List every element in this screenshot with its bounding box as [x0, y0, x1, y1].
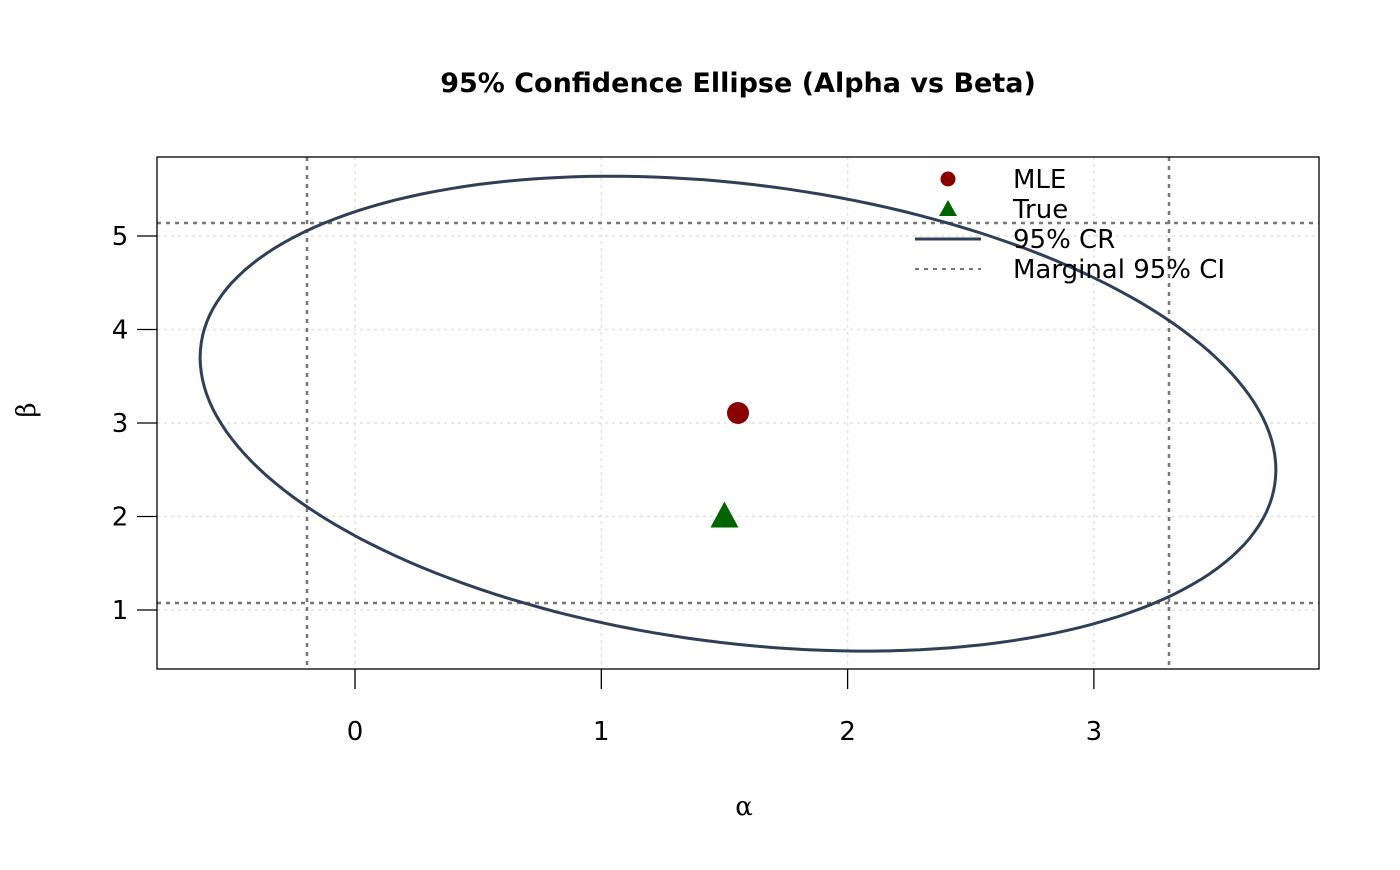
y-axis-label: β [12, 402, 42, 417]
point-mle [727, 402, 749, 424]
legend-mle-marker [940, 171, 956, 187]
legend-label-mle: MLE [1013, 165, 1066, 195]
marginal-ci-lines [157, 157, 1319, 669]
y-tick-label: 2 [112, 503, 129, 533]
point-true [710, 501, 739, 528]
y-tick-label: 3 [112, 409, 129, 439]
axes: 0 1 2 3 1 2 3 4 5 [112, 222, 1102, 747]
x-tick-label: 0 [347, 717, 364, 747]
legend: MLE True 95% CR Marginal 95% CI [915, 165, 1225, 285]
x-tick-label: 3 [1086, 717, 1103, 747]
plot-frame [156, 156, 1320, 670]
legend-label-cr: 95% CR [1013, 225, 1115, 255]
y-tick-label: 1 [112, 596, 129, 626]
y-tick-label: 5 [112, 222, 129, 252]
y-tick-label: 4 [112, 316, 129, 346]
x-axis-label: α [735, 792, 753, 822]
chart-title: 95% Confidence Ellipse (Alpha vs Beta) [440, 68, 1036, 99]
confidence-ellipse [198, 174, 1278, 653]
legend-label-true: True [1012, 195, 1068, 225]
x-tick-label: 2 [839, 717, 856, 747]
x-tick-label: 1 [593, 717, 610, 747]
legend-true-marker [939, 200, 957, 216]
points [710, 402, 749, 528]
grid [157, 157, 1319, 669]
legend-label-ci: Marginal 95% CI [1013, 255, 1225, 285]
